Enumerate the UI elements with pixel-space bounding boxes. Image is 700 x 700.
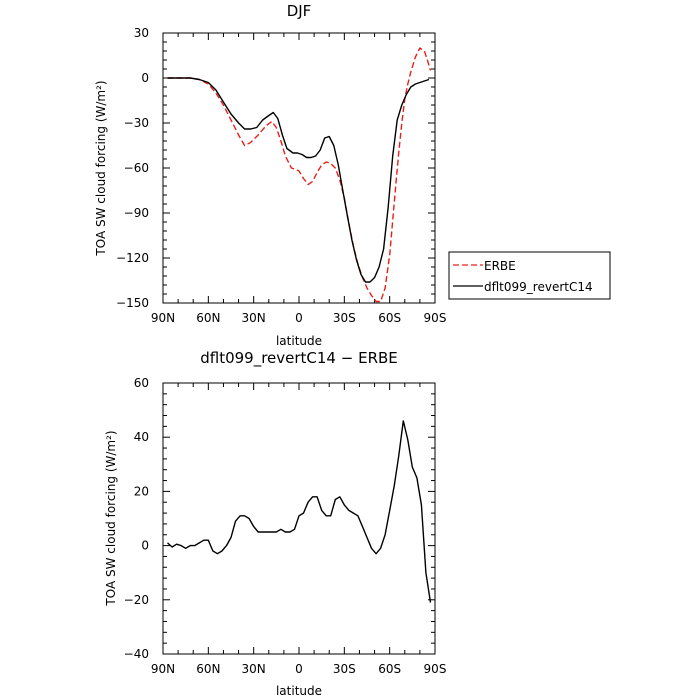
chart-title: dflt099_revertC14 − ERBE: [200, 349, 398, 368]
axis-ticks: 90N 60N 30N 0 30S 60S 90S 30 0 −30 −60 −90 −120 −150: [116, 26, 446, 325]
x-tick-label: 90S: [424, 311, 447, 325]
y-tick-label: −60: [124, 161, 149, 175]
y-axis-label: TOA SW cloud forcing (W/m²): [94, 80, 108, 256]
x-tick-label: 30S: [333, 662, 356, 676]
x-tick-label: 60N: [196, 662, 220, 676]
y-tick-label: 0: [141, 539, 149, 553]
series-line-erbe: [167, 47, 432, 303]
series-line-dflt099-revertc14: [167, 77, 430, 283]
y-tick-label: −20: [124, 593, 149, 607]
y-tick-label: 60: [134, 376, 149, 390]
x-tick-label: 30N: [242, 311, 266, 325]
y-tick-label: 0: [141, 71, 149, 85]
difference-chart: dflt099_revertC14 − ERBE 90N 60N 30N 0 30S 60…: [104, 349, 446, 698]
x-tick-label: 0: [295, 311, 303, 325]
y-tick-label: 40: [134, 430, 149, 444]
axis-ticks: 90N 60N 30N 0 30S 60S 90S 60 40 20 0 −20 −40: [124, 376, 447, 676]
y-tick-label: 30: [134, 26, 149, 40]
x-tick-label: 30S: [333, 311, 356, 325]
chart-title: DJF: [287, 2, 312, 20]
x-tick-label: 90N: [151, 662, 175, 676]
x-tick-label: 90S: [424, 662, 447, 676]
legend-label-model: dflt099_revertC14: [484, 280, 593, 294]
legend-box: [448, 251, 611, 300]
x-axis-label: latitude: [276, 334, 322, 348]
x-tick-label: 30N: [242, 662, 266, 676]
plot-frame: [162, 382, 436, 655]
legend-label-erbe: ERBE: [484, 259, 516, 273]
x-tick-label: 90N: [151, 311, 175, 325]
legend: ERBE dflt099_revertC14: [448, 251, 611, 300]
series-line-difference: [167, 420, 432, 603]
x-tick-label: 60N: [196, 311, 220, 325]
plot-frame: [162, 32, 436, 304]
x-axis-label: latitude: [276, 684, 322, 698]
djf-forcing-chart: DJF 90N 60N 30N 0 30S 60S 90S 30 0 −30 −60 −90 −120 −…: [94, 2, 611, 348]
x-tick-label: 60S: [378, 311, 401, 325]
y-tick-label: −90: [124, 206, 149, 220]
y-tick-label: −120: [116, 251, 149, 265]
y-tick-label: −30: [124, 116, 149, 130]
y-tick-label: 20: [134, 484, 149, 498]
series-group: [167, 420, 432, 603]
series-group: [167, 47, 432, 303]
x-tick-label: 60S: [378, 662, 401, 676]
y-axis-label: TOA SW cloud forcing (W/m²): [104, 430, 118, 606]
y-tick-label: −150: [116, 296, 149, 310]
x-tick-label: 0: [295, 662, 303, 676]
y-tick-label: −40: [124, 647, 149, 661]
